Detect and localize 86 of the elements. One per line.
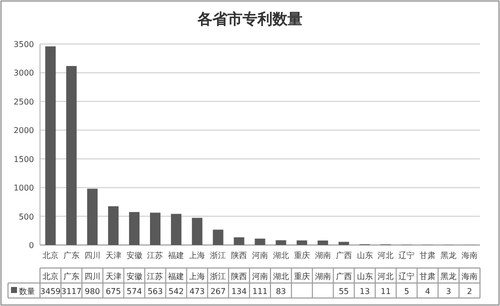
x-tick-label: 辽宁 [398, 251, 415, 260]
data-label: 2 [466, 287, 472, 296]
x-tick-label: 四川 [84, 251, 100, 260]
category-label: 河南 [252, 272, 268, 281]
x-tick-label: 陕西 [231, 251, 248, 260]
x-tick-label: 山东 [356, 251, 373, 260]
category-label: 安徽 [126, 272, 142, 281]
data-label: 3459 [40, 287, 61, 296]
category-label: 湖南 [314, 272, 331, 281]
data-label: 980 [84, 287, 100, 296]
x-tick-label: 福建 [168, 251, 184, 260]
category-label: 辽宁 [398, 272, 415, 281]
x-tick-label: 黑龙 [440, 251, 457, 260]
category-label: 海南 [462, 272, 478, 281]
y-tick-label: 2000 [14, 126, 34, 136]
bar [212, 230, 224, 245]
x-tick-label: 天津 [105, 251, 122, 260]
category-label: 湖北 [272, 272, 289, 281]
category-label: 陕西 [231, 272, 248, 281]
x-tick-label: 重庆 [294, 251, 310, 260]
x-tick-label: 湖南 [314, 251, 331, 260]
data-label: 3 [446, 287, 452, 296]
x-tick-label: 海南 [462, 251, 478, 260]
y-tick-label: 3000 [14, 68, 34, 78]
bar [45, 46, 56, 245]
x-tick-label: 河北 [378, 251, 394, 260]
category-label: 广东 [63, 272, 80, 281]
y-tick-label: 500 [18, 212, 34, 222]
bar [66, 66, 77, 245]
x-tick-label: 浙江 [210, 251, 226, 260]
y-tick-label: 1500 [14, 154, 34, 164]
bar [192, 218, 202, 245]
data-label: 134 [231, 287, 247, 296]
y-tick-label: 1000 [14, 184, 34, 193]
x-tick-label: 广西 [336, 251, 352, 260]
y-tick-label: 2500 [14, 97, 34, 106]
category-label: 甘肃 [420, 272, 436, 281]
category-label: 重庆 [294, 272, 310, 281]
category-label: 山东 [356, 272, 373, 281]
category-label: 江苏 [147, 272, 164, 281]
category-label: 福建 [168, 272, 184, 281]
category-label: 黑龙 [440, 272, 457, 281]
chart-title: 各省市专利数量 [196, 10, 302, 28]
x-tick-label: 江苏 [147, 251, 164, 260]
legend-label: 数量 [19, 287, 35, 296]
category-label: 上海 [189, 272, 206, 281]
bar [129, 212, 140, 245]
data-label: 563 [148, 287, 163, 296]
data-label: 3117 [61, 287, 82, 296]
bar [276, 240, 286, 245]
data-label: 542 [168, 287, 184, 296]
data-label: 574 [126, 287, 142, 296]
data-label: 5 [404, 287, 410, 296]
bar [150, 212, 160, 245]
y-tick-label: 3500 [14, 40, 34, 49]
bar [318, 240, 328, 245]
data-label: 55 [338, 287, 349, 296]
x-tick-label: 河南 [252, 251, 268, 260]
x-tick-label: 甘肃 [420, 251, 436, 260]
bar [338, 242, 350, 245]
bar [254, 238, 266, 245]
bar [87, 188, 98, 245]
category-label: 河北 [378, 272, 394, 281]
category-label: 广西 [336, 272, 352, 281]
bar [234, 237, 244, 245]
bar [170, 214, 182, 245]
data-label: 111 [252, 287, 268, 296]
category-label: 四川 [84, 272, 100, 281]
x-tick-label: 湖北 [272, 251, 289, 260]
x-tick-label: 上海 [189, 251, 206, 260]
bar [296, 240, 308, 245]
category-label: 天津 [105, 272, 122, 281]
x-tick-label: 广东 [63, 251, 80, 260]
category-label: 北京 [42, 272, 58, 281]
x-tick-label: 北京 [42, 251, 58, 260]
data-label: 11 [380, 287, 391, 296]
data-label: 267 [210, 287, 226, 296]
bar [108, 206, 119, 245]
data-label: 13 [360, 287, 370, 296]
category-label: 浙江 [210, 272, 226, 281]
y-tick-label: 0 [28, 241, 34, 250]
x-tick-label: 安徽 [126, 251, 142, 260]
data-label: 473 [190, 287, 205, 296]
data-label: 4 [425, 287, 430, 296]
data-label: 675 [106, 287, 121, 296]
data-label: 83 [276, 287, 286, 296]
